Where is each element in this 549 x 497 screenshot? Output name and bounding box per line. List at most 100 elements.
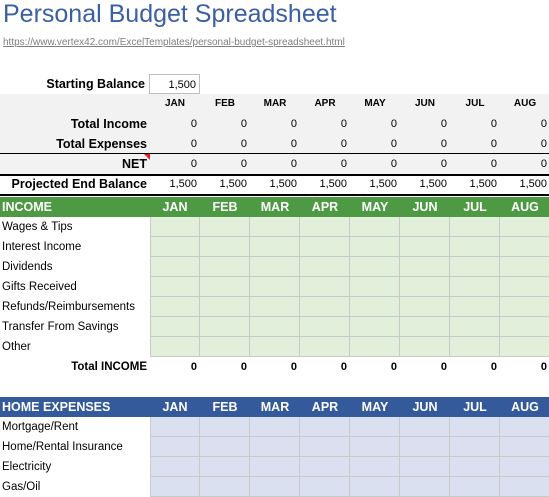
income-item-cell-may[interactable]: [350, 317, 400, 337]
income-item-cell-jul[interactable]: [450, 237, 500, 257]
home-expense-item-cell-may[interactable]: [350, 457, 400, 477]
income-item-cell-apr[interactable]: [300, 297, 350, 317]
income-item-cell-aug[interactable]: [500, 337, 549, 357]
income-item-cell-mar[interactable]: [250, 217, 300, 237]
income-item-cell-jul[interactable]: [450, 317, 500, 337]
income-item-cell-aug[interactable]: [500, 257, 549, 277]
income-item-cell-jan[interactable]: [150, 217, 200, 237]
home-expense-item-cell-apr[interactable]: [300, 417, 350, 437]
income-item-cell-mar[interactable]: [250, 277, 300, 297]
home-expense-item-cell-may[interactable]: [350, 477, 400, 497]
home-expense-item-cell-mar[interactable]: [250, 457, 300, 477]
home-expense-item-cell-aug[interactable]: [500, 477, 549, 497]
income-item-cell-feb[interactable]: [200, 337, 250, 357]
income-item-cell-feb[interactable]: [200, 257, 250, 277]
income-item-cell-aug[interactable]: [500, 277, 549, 297]
income-item-row: Dividends: [0, 257, 549, 277]
home-expense-item-cell-mar[interactable]: [250, 437, 300, 457]
income-item-cell-feb[interactable]: [200, 277, 250, 297]
home-expense-item-cell-jul[interactable]: [450, 477, 500, 497]
income-item-cell-jan[interactable]: [150, 297, 200, 317]
income-item-cell-aug[interactable]: [500, 237, 549, 257]
starting-balance-input[interactable]: 1,500: [149, 74, 200, 94]
income-item-cell-apr[interactable]: [300, 317, 350, 337]
income-item-cell-jul[interactable]: [450, 337, 500, 357]
income-item-cell-mar[interactable]: [250, 337, 300, 357]
home-expense-item-cell-jan[interactable]: [150, 457, 200, 477]
income-item-cell-jun[interactable]: [400, 237, 450, 257]
comment-indicator-icon[interactable]: [144, 154, 150, 160]
income-item-cell-jul[interactable]: [450, 297, 500, 317]
home-expense-item-cell-jan[interactable]: [150, 417, 200, 437]
home-expense-item-cell-feb[interactable]: [200, 457, 250, 477]
net-label: NET: [0, 154, 150, 174]
home-expense-item-cell-jun[interactable]: [400, 437, 450, 457]
home-expense-item-label: Electricity: [2, 461, 52, 473]
income-item-cell-apr[interactable]: [300, 217, 350, 237]
home-expense-item-label: Gas/Oil: [2, 481, 41, 493]
income-item-cell-aug[interactable]: [500, 317, 549, 337]
home-expense-item-cell-mar[interactable]: [250, 417, 300, 437]
income-item-cell-apr[interactable]: [300, 277, 350, 297]
income-item-cell-may[interactable]: [350, 237, 400, 257]
income-item-cell-may[interactable]: [350, 277, 400, 297]
income-item-cell-jun[interactable]: [400, 257, 450, 277]
home-expense-item-cell-jun[interactable]: [400, 477, 450, 497]
income-item-cell-may[interactable]: [350, 257, 400, 277]
home-expense-item-cell-jul[interactable]: [450, 457, 500, 477]
home-expense-item-cell-jul[interactable]: [450, 437, 500, 457]
home-expense-item-cell-jul[interactable]: [450, 417, 500, 437]
home-expense-item-cell-apr[interactable]: [300, 477, 350, 497]
income-item-cell-feb[interactable]: [200, 317, 250, 337]
income-item-cell-mar[interactable]: [250, 237, 300, 257]
income-item-cell-mar[interactable]: [250, 317, 300, 337]
income-item-cell-jan[interactable]: [150, 257, 200, 277]
income-item-cell-jan[interactable]: [150, 337, 200, 357]
home-expense-item-cell-apr[interactable]: [300, 457, 350, 477]
income-item-cell-apr[interactable]: [300, 337, 350, 357]
home-expense-item-cell-may[interactable]: [350, 437, 400, 457]
income-item-cell-jan[interactable]: [150, 277, 200, 297]
income-item-cell-jul[interactable]: [450, 257, 500, 277]
income-item-cell-feb[interactable]: [200, 217, 250, 237]
income-item-cell-jun[interactable]: [400, 297, 450, 317]
home-expense-item-cell-mar[interactable]: [250, 477, 300, 497]
net-value-apr: 0: [340, 158, 347, 170]
home-expense-item-cell-feb[interactable]: [200, 437, 250, 457]
income-item-cell-mar[interactable]: [250, 257, 300, 277]
income-item-cell-jul[interactable]: [450, 277, 500, 297]
income-item-cell-may[interactable]: [350, 337, 400, 357]
home-expenses-header: HOME EXPENSES JAN FEB MAR APR MAY JUN JUL AUG: [0, 397, 549, 417]
home-expense-item-cell-aug[interactable]: [500, 437, 549, 457]
income-item-cell-apr[interactable]: [300, 237, 350, 257]
income-item-cell-aug[interactable]: [500, 297, 549, 317]
income-item-cell-jun[interactable]: [400, 277, 450, 297]
income-item-cell-feb[interactable]: [200, 237, 250, 257]
income-item-cell-may[interactable]: [350, 297, 400, 317]
home-expense-item-cell-jan[interactable]: [150, 477, 200, 497]
income-item-cell-mar[interactable]: [250, 297, 300, 317]
income-item-cell-apr[interactable]: [300, 257, 350, 277]
income-item-cell-jun[interactable]: [400, 337, 450, 357]
income-item-cell-feb[interactable]: [200, 297, 250, 317]
income-item-cell-jun[interactable]: [400, 317, 450, 337]
income-item-cell-may[interactable]: [350, 217, 400, 237]
home-expense-item-cell-jun[interactable]: [400, 417, 450, 437]
home-expense-item-cell-apr[interactable]: [300, 437, 350, 457]
home-expense-item-cell-jan[interactable]: [150, 437, 200, 457]
template-link[interactable]: https://www.vertex42.com/ExcelTemplates/…: [3, 37, 345, 48]
income-item-cell-jul[interactable]: [450, 217, 500, 237]
income-item-row: Wages & Tips: [0, 217, 549, 237]
home-expense-item-cell-jun[interactable]: [400, 457, 450, 477]
home-expense-item-cell-feb[interactable]: [200, 477, 250, 497]
income-item-cell-jun[interactable]: [400, 217, 450, 237]
home-expense-item-cell-feb[interactable]: [200, 417, 250, 437]
income-item-cell-jan[interactable]: [150, 317, 200, 337]
projected-value-apr: 1,500: [319, 178, 347, 190]
income-item-cell-aug[interactable]: [500, 217, 549, 237]
total-expenses-value-may: 0: [390, 138, 397, 150]
home-expense-item-cell-may[interactable]: [350, 417, 400, 437]
income-item-cell-jan[interactable]: [150, 237, 200, 257]
home-expense-item-cell-aug[interactable]: [500, 417, 549, 437]
home-expense-item-cell-aug[interactable]: [500, 457, 549, 477]
